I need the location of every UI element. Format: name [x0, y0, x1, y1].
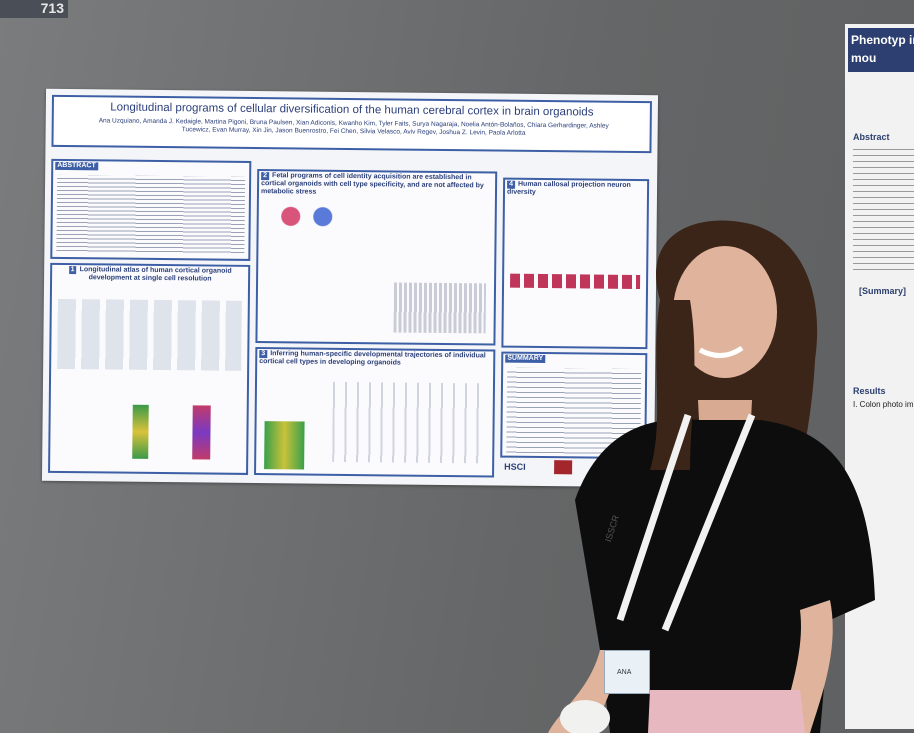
- side-poster: Phenotyp in mou Abstract [Summary] Resul…: [845, 24, 914, 729]
- board-number: 713: [0, 0, 68, 18]
- side-heading: Results: [853, 386, 886, 396]
- skirt: [648, 690, 805, 733]
- side-heading: [Summary]: [859, 286, 907, 296]
- cup: [560, 700, 610, 733]
- hair: [650, 300, 695, 470]
- name-badge: ANA: [604, 650, 650, 694]
- side-title: Phenotyp in mou: [848, 28, 914, 72]
- face: [673, 246, 777, 378]
- side-heading: I. Colon photo im: [853, 400, 914, 409]
- smile: [698, 345, 744, 358]
- text-block: [853, 144, 914, 274]
- side-heading: Abstract: [853, 132, 890, 142]
- lanyard-strap: [616, 413, 756, 632]
